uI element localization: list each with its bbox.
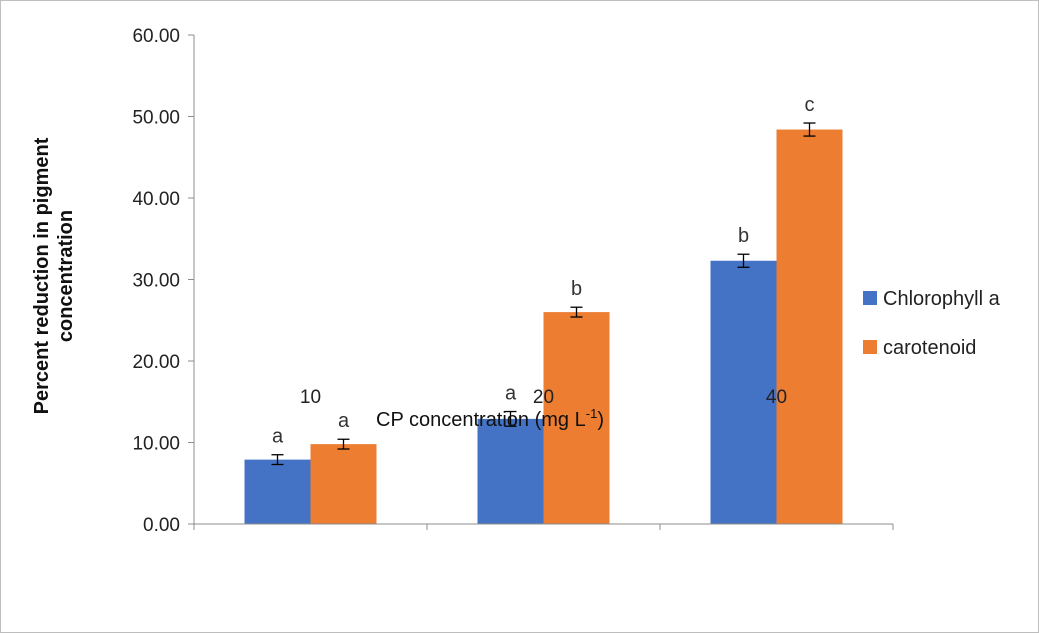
bar-chlorophyll	[244, 459, 311, 524]
y-tick-label: 50.00	[132, 108, 180, 129]
error-bars	[271, 122, 816, 466]
significance-letter: c	[805, 94, 815, 116]
significance-letter: a	[272, 426, 284, 448]
x-axis-ticks	[193, 524, 894, 530]
y-tick-label: 20.00	[132, 352, 180, 373]
y-axis-title-line1: Percent reduction in pigment	[31, 137, 53, 414]
x-tick-label: 40	[766, 387, 787, 408]
bar-carotenoid	[776, 129, 843, 525]
significance-letter: a	[505, 383, 517, 405]
x-axis-title: CP concentration (mg L-1)	[376, 406, 604, 431]
significance-letters: a a b a b c	[272, 94, 815, 448]
significance-letter: b	[571, 278, 582, 300]
y-tick-label: 40.00	[132, 189, 180, 210]
bar-carotenoid	[543, 312, 610, 524]
y-axis-ticks: 0.00 10.00 20.00 30.00 40.00 50.00 60.00	[132, 26, 194, 536]
legend: Chlorophyll a carotenoid	[863, 288, 1001, 359]
x-axis-tick-labels: 10 20 40	[300, 387, 787, 408]
y-axis-title-line2: concentration	[55, 210, 77, 342]
y-axis-title: Percent reduction in pigment concentrati…	[31, 137, 77, 414]
significance-letter: b	[738, 225, 749, 247]
legend-label-carotenoid: carotenoid	[883, 337, 976, 359]
bars	[244, 129, 843, 525]
legend-swatch-carotenoid	[863, 340, 877, 354]
legend-swatch-chlorophyll	[863, 291, 877, 305]
bar-chlorophyll	[710, 260, 777, 524]
legend-label-chlorophyll: Chlorophyll a	[883, 288, 1001, 310]
bar-carotenoid	[310, 444, 377, 524]
y-tick-label: 30.00	[132, 271, 180, 292]
significance-letter: a	[338, 410, 350, 432]
y-tick-label: 10.00	[132, 434, 180, 455]
y-tick-label: 0.00	[143, 515, 180, 536]
x-tick-label: 20	[533, 387, 554, 408]
x-tick-label: 10	[300, 387, 321, 408]
y-tick-label: 60.00	[132, 26, 180, 47]
bar-chlorophyll	[477, 418, 544, 524]
